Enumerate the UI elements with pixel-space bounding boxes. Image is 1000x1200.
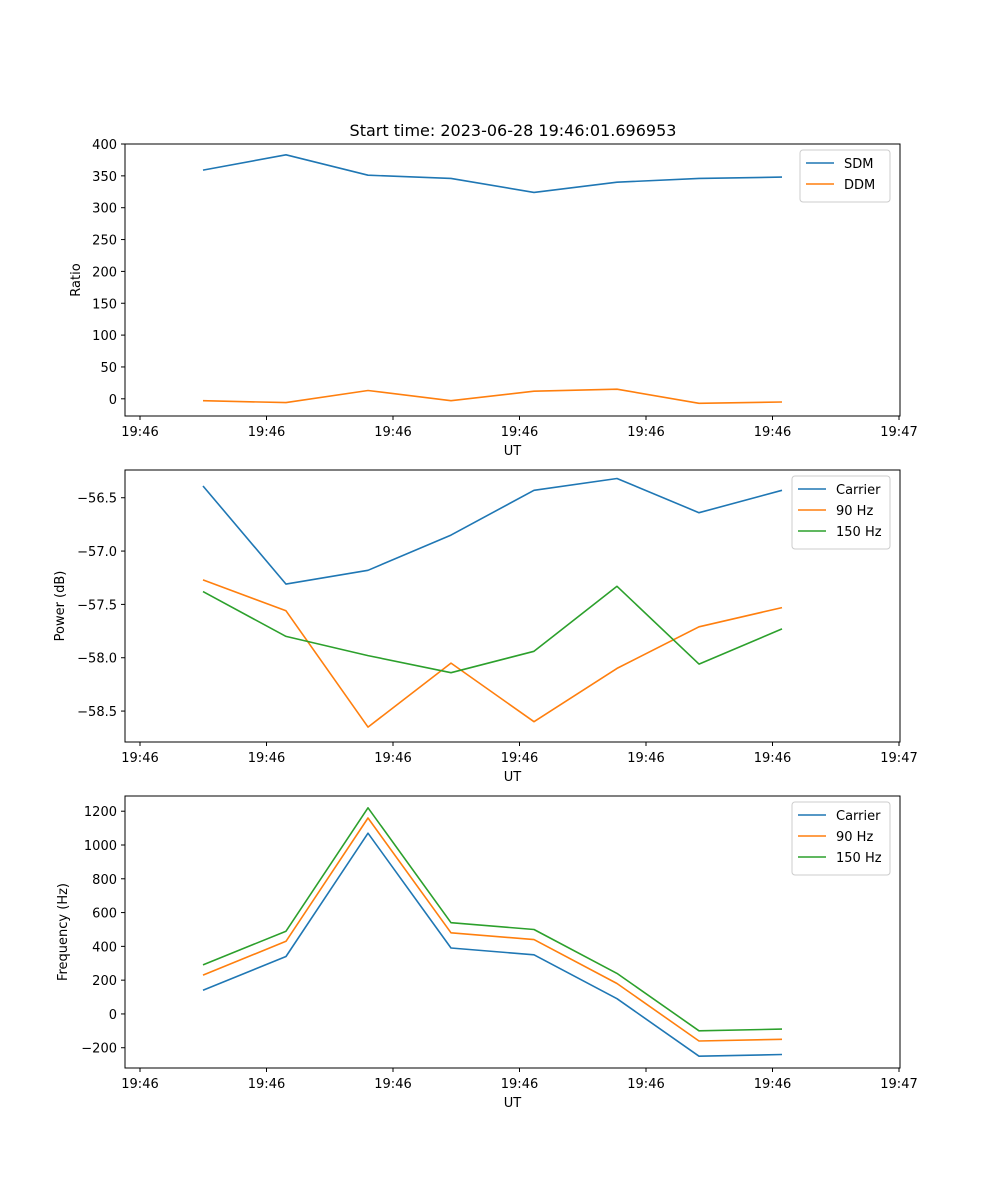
series-line-ddm xyxy=(202,388,783,405)
x-tick-label: 19:46 xyxy=(121,425,158,440)
legend-label: 90 Hz xyxy=(836,504,873,519)
legend-label: 90 Hz xyxy=(836,830,873,845)
series-line-sdm xyxy=(202,154,783,194)
x-tick-label: 19:46 xyxy=(754,1077,791,1092)
y-tick-label: −200 xyxy=(81,1042,117,1057)
y-tick-label: −58.0 xyxy=(77,652,117,667)
y-tick-label: 150 xyxy=(92,297,117,312)
x-tick-label: 19:47 xyxy=(880,751,917,766)
y-tick-label: 0 xyxy=(109,1008,117,1023)
legend: Carrier 90 Hz 150 Hz xyxy=(791,475,891,550)
y-axis-label: Ratio xyxy=(69,263,84,296)
axes-frame xyxy=(124,795,901,1069)
subplot-2: 19:46 19:46 19:46 19:46 19:46 19:46 19:47 −58.5… xyxy=(53,469,918,785)
legend: Carrier 90 Hz 150 Hz xyxy=(791,801,891,876)
x-tick-label: 19:46 xyxy=(248,1077,285,1092)
x-tick-label: 19:47 xyxy=(880,425,917,440)
x-tick-label: 19:46 xyxy=(627,425,664,440)
x-tick-label: 19:46 xyxy=(248,425,285,440)
x-tick-label: 19:46 xyxy=(374,751,411,766)
y-tick-label: −57.0 xyxy=(77,545,117,560)
plots-container: 19:46 19:46 19:46 19:46 19:46 19:46 19:47 0 50 10… xyxy=(53,138,918,1111)
x-tick-label: 19:46 xyxy=(627,751,664,766)
y-tick-label: 200 xyxy=(92,265,117,280)
y-axis-label: Frequency (Hz) xyxy=(56,883,71,981)
legend-label: 150 Hz xyxy=(836,851,882,866)
y-tick-label: 800 xyxy=(92,873,117,888)
x-tick-label: 19:46 xyxy=(501,1077,538,1092)
y-tick-label: 200 xyxy=(92,974,117,989)
y-tick-label: 400 xyxy=(92,138,117,153)
series-line-carrier xyxy=(202,832,783,1057)
series-line-150-hz xyxy=(202,806,783,1032)
y-tick-label: 250 xyxy=(92,234,117,249)
y-tick-label: −58.5 xyxy=(77,705,117,720)
y-tick-label: 1200 xyxy=(84,805,117,820)
x-tick-label: 19:46 xyxy=(754,425,791,440)
y-tick-label: −56.5 xyxy=(77,492,117,507)
legend-label: 150 Hz xyxy=(836,525,882,540)
y-tick-label: 1000 xyxy=(84,839,117,854)
legend-label: Carrier xyxy=(836,483,881,498)
y-axis-label: Power (dB) xyxy=(53,571,68,642)
legend: SDM DDM xyxy=(799,149,891,203)
subplot-1: 19:46 19:46 19:46 19:46 19:46 19:46 19:47 0 50 10… xyxy=(69,138,918,459)
x-axis-label: UT xyxy=(504,770,522,785)
legend-label: SDM xyxy=(844,157,873,172)
y-tick-label: 600 xyxy=(92,907,117,922)
y-tick-label: 400 xyxy=(92,940,117,955)
axes-frame xyxy=(124,469,901,743)
legend-label: DDM xyxy=(844,178,875,193)
figure-title: Start time: 2023-06-28 19:46:01.696953 xyxy=(350,121,677,140)
axes-frame xyxy=(124,143,901,417)
y-tick-label: 300 xyxy=(92,202,117,217)
y-tick-label: 100 xyxy=(92,329,117,344)
x-tick-label: 19:46 xyxy=(121,1077,158,1092)
y-tick-label: 0 xyxy=(109,393,117,408)
subplot-3: 19:46 19:46 19:46 19:46 19:46 19:46 19:47 −200 0… xyxy=(56,795,918,1111)
x-tick-label: 19:46 xyxy=(501,751,538,766)
series-line-carrier xyxy=(202,477,783,585)
x-tick-label: 19:46 xyxy=(627,1077,664,1092)
x-tick-label: 19:46 xyxy=(374,1077,411,1092)
y-tick-label: 50 xyxy=(100,361,117,376)
y-tick-label: −57.5 xyxy=(77,598,117,613)
x-axis-label: UT xyxy=(504,444,522,459)
x-tick-label: 19:46 xyxy=(121,751,158,766)
x-tick-label: 19:46 xyxy=(374,425,411,440)
x-tick-label: 19:46 xyxy=(501,425,538,440)
legend-label: Carrier xyxy=(836,809,881,824)
x-tick-label: 19:47 xyxy=(880,1077,917,1092)
x-tick-label: 19:46 xyxy=(248,751,285,766)
series-line-90-hz xyxy=(202,817,783,1042)
x-axis-label: UT xyxy=(504,1096,522,1111)
y-tick-label: 350 xyxy=(92,170,117,185)
series-line-90-hz xyxy=(202,579,783,728)
x-tick-label: 19:46 xyxy=(754,751,791,766)
series-line-150-hz xyxy=(202,585,783,674)
